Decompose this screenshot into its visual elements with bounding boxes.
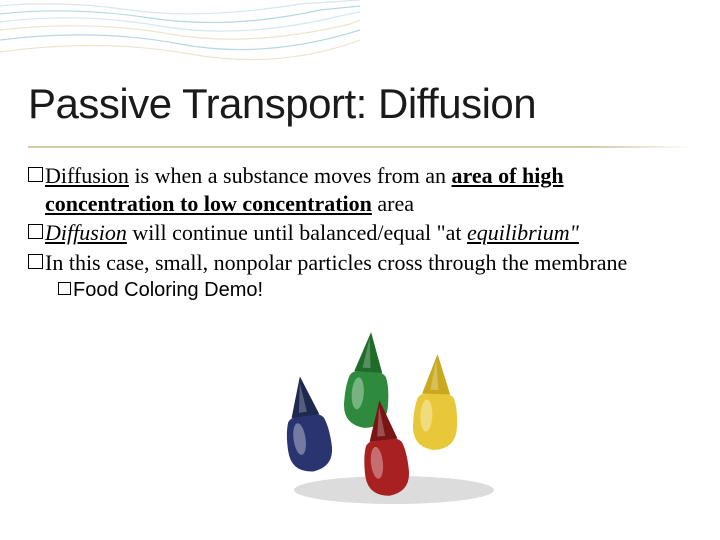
bullet-box-icon [28,167,43,182]
wave-decoration [0,0,360,70]
wave-line [0,0,360,14]
bullet-item: Diffusion is when a substance moves from… [28,162,692,217]
sub-bullet-item: Food Coloring Demo! [58,278,692,303]
sub-bullet-text: Food Coloring Demo! [73,278,692,303]
bullet-list: Diffusion is when a substance moves from… [28,162,692,276]
bullet-box-icon [28,224,43,239]
bullet-text: Diffusion will continue until balanced/e… [45,219,692,247]
bullet-box-icon [28,254,43,269]
slide-body: Diffusion is when a substance moves from… [28,162,692,305]
bullet-text: Diffusion is when a substance moves from… [45,162,692,217]
bullet-item: Diffusion will continue until balanced/e… [28,219,692,247]
food-coloring-image [276,328,526,508]
title-underline [28,146,692,148]
bullet-text: In this case, small, nonpolar particles … [45,249,692,277]
bullet-item: In this case, small, nonpolar particles … [28,249,692,277]
slide-title: Passive Transport: Diffusion [28,80,536,128]
sub-bullet-list: Food Coloring Demo! [28,278,692,303]
bullet-box-icon [58,282,71,295]
